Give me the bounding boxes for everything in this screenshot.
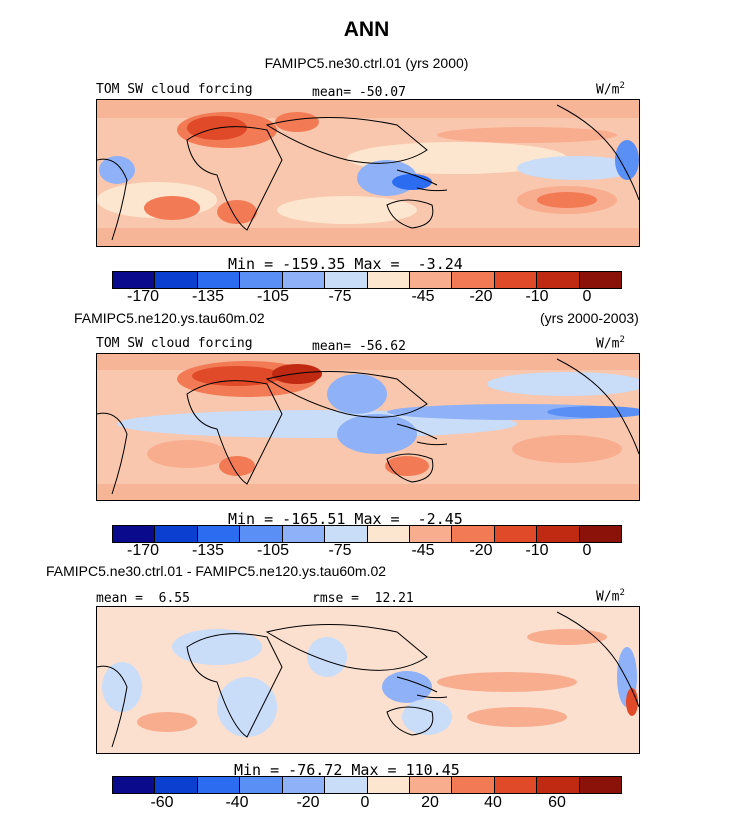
colorbar-swatch: [367, 272, 410, 288]
colorbar-swatch: [579, 777, 622, 793]
colorbar-swatch: [155, 526, 198, 542]
colorbar-swatch: [494, 272, 538, 288]
panel3-units: W/m2: [596, 588, 625, 605]
panel3-case-label: FAMIPC5.ne30.ctrl.01 - FAMIPC5.ne120.ys.…: [46, 563, 387, 579]
panel3-tick: 60: [548, 794, 566, 811]
colorbar-swatch: [282, 272, 326, 288]
colorbar-swatch: [113, 272, 156, 288]
panel2-years: (yrs 2000-2003): [540, 310, 639, 326]
colorbar-swatch: [452, 777, 495, 793]
panel2-tick: -45: [411, 542, 435, 559]
colorbar-swatch: [579, 526, 622, 542]
panel1-map-field: [97, 100, 639, 246]
panel2-minmax: Min = -165.51 Max = -2.45: [228, 510, 463, 528]
colorbar-swatch: [113, 526, 156, 542]
panel2-mean: mean= -56.62: [312, 339, 406, 354]
panel2-colorbar: [112, 525, 622, 543]
panel2-tick: -170: [126, 542, 160, 559]
panel2-units: W/m2: [596, 335, 625, 352]
colorbar-swatch: [155, 272, 198, 288]
panel3-map: [96, 606, 640, 754]
panel2-tick: -135: [191, 542, 225, 559]
colorbar-swatch: [409, 272, 453, 288]
colorbar-swatch: [494, 526, 538, 542]
colorbar-swatch: [537, 272, 580, 288]
colorbar-swatch: [240, 272, 283, 288]
panel1-tick: 0: [582, 288, 592, 305]
panel1-tick: -75: [328, 288, 352, 305]
colorbar-swatch: [113, 777, 156, 793]
colorbar-swatch: [325, 272, 368, 288]
panel2-case-label: FAMIPC5.ne120.ys.tau60m.02: [74, 310, 265, 326]
panel3-tick: 20: [421, 794, 439, 811]
colorbar-swatch: [197, 777, 241, 793]
colorbar-swatch: [409, 526, 453, 542]
colorbar-swatch: [282, 777, 326, 793]
panel3-tick: -40: [225, 794, 249, 811]
panel1-tick: -135: [191, 288, 225, 305]
panel3-mean: mean = 6.55: [96, 591, 190, 606]
colorbar-swatch: [240, 777, 283, 793]
colorbar-swatch: [367, 777, 410, 793]
panel1-minmax: Min = -159.35 Max = -3.24: [228, 255, 463, 273]
panel2-map-field: [97, 354, 639, 500]
colorbar-swatch: [240, 526, 283, 542]
panel3-tick: -60: [150, 794, 174, 811]
panel3-minmax: Min = -76.72 Max = 110.45: [234, 761, 460, 779]
colorbar-swatch: [452, 272, 495, 288]
panel1-map: [96, 99, 640, 247]
panel1-field-label: TOM SW cloud forcing: [96, 82, 253, 97]
panel1-tick: -45: [411, 288, 435, 305]
panel1-tick: -10: [525, 288, 549, 305]
colorbar-swatch: [325, 526, 368, 542]
colorbar-swatch: [579, 272, 622, 288]
colorbar-swatch: [409, 777, 453, 793]
panel2-tick: -105: [256, 542, 290, 559]
panel2-tick: -20: [469, 542, 493, 559]
panel1-tick: -105: [256, 288, 290, 305]
panel1-tick: -20: [469, 288, 493, 305]
panel3-tick: 40: [484, 794, 502, 811]
panel2-tick: 0: [582, 542, 592, 559]
colorbar-swatch: [155, 777, 198, 793]
colorbar-swatch: [197, 526, 241, 542]
colorbar-swatch: [494, 777, 538, 793]
colorbar-swatch: [537, 777, 580, 793]
colorbar-swatch: [325, 777, 368, 793]
panel1-mean: mean= -50.07: [312, 85, 406, 100]
panel1-case-label: FAMIPC5.ne30.ctrl.01 (yrs 2000): [264, 55, 469, 71]
colorbar-swatch: [537, 526, 580, 542]
panel3-map-field: [97, 607, 639, 753]
panel3-tick: -20: [296, 794, 320, 811]
panel2-map: [96, 353, 640, 501]
colorbar-swatch: [282, 526, 326, 542]
plot-title: ANN: [343, 18, 390, 41]
panel3-rmse: rmse = 12.21: [312, 591, 414, 606]
panel3-tick: 0: [360, 794, 370, 811]
panel1-colorbar: [112, 271, 622, 289]
panel1-units: W/m2: [596, 81, 625, 98]
colorbar-swatch: [367, 526, 410, 542]
colorbar-swatch: [452, 526, 495, 542]
panel2-tick: -10: [525, 542, 549, 559]
panel2-field-label: TOM SW cloud forcing: [96, 336, 253, 351]
panel1-tick: -170: [126, 288, 160, 305]
panel3-colorbar: [112, 776, 622, 794]
panel2-tick: -75: [328, 542, 352, 559]
colorbar-swatch: [197, 272, 241, 288]
